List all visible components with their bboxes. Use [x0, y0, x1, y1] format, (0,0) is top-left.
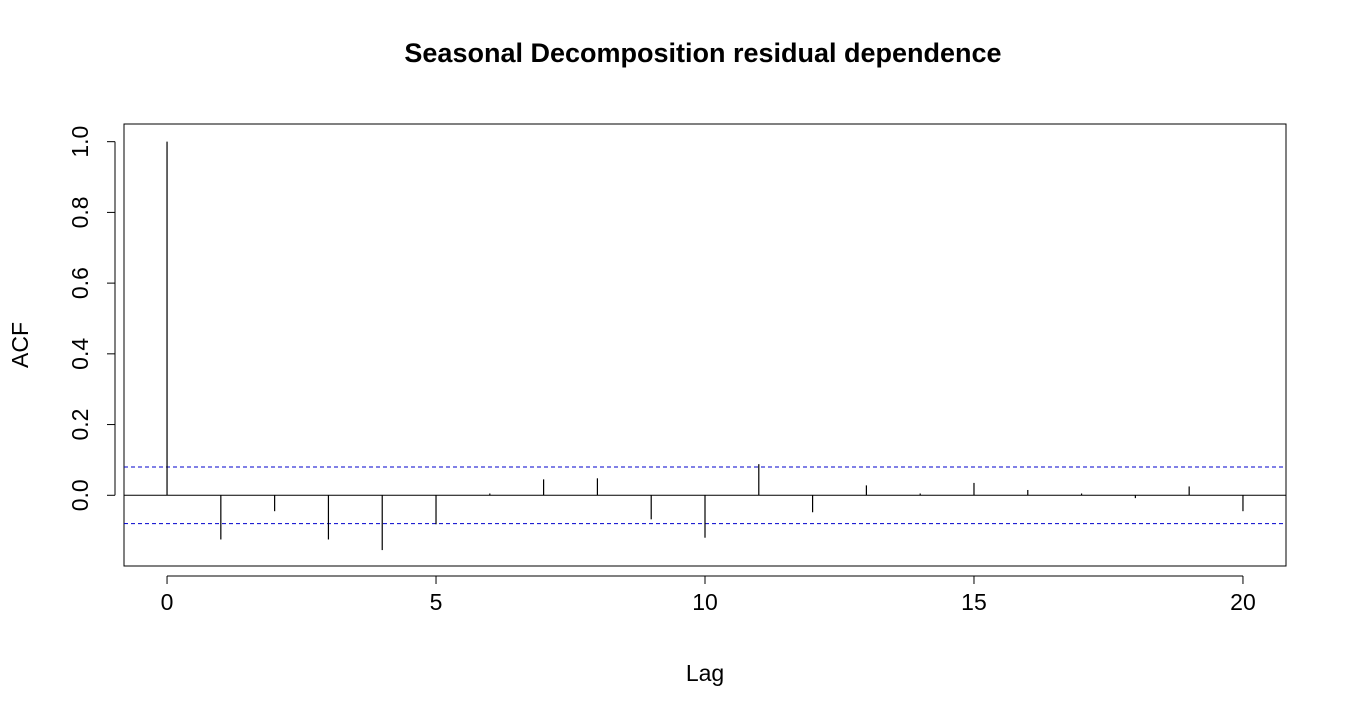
y-tick-label: 0.4 — [67, 338, 93, 370]
y-tick-label: 0.2 — [67, 409, 93, 441]
chart-title: Seasonal Decomposition residual dependen… — [404, 38, 1001, 68]
y-axis-label: ACF — [7, 322, 33, 368]
x-tick-label: 15 — [961, 589, 987, 615]
y-tick-label: 0.8 — [67, 196, 93, 228]
x-tick-label: 5 — [430, 589, 443, 615]
x-tick-label: 0 — [161, 589, 174, 615]
y-tick-label: 0.0 — [67, 479, 93, 511]
x-tick-label: 10 — [692, 589, 718, 615]
plot-frame — [123, 123, 1287, 567]
y-tick-label: 0.6 — [67, 267, 93, 299]
y-tick-label: 1.0 — [67, 126, 93, 158]
acf-bars — [166, 141, 1244, 551]
x-axis-label: Lag — [686, 660, 724, 686]
y-axis: 0.0 0.2 0.4 0.6 0.8 1.0 — [67, 126, 116, 511]
x-axis: 0 5 10 15 20 — [161, 575, 1256, 615]
x-tick-label: 20 — [1230, 589, 1256, 615]
